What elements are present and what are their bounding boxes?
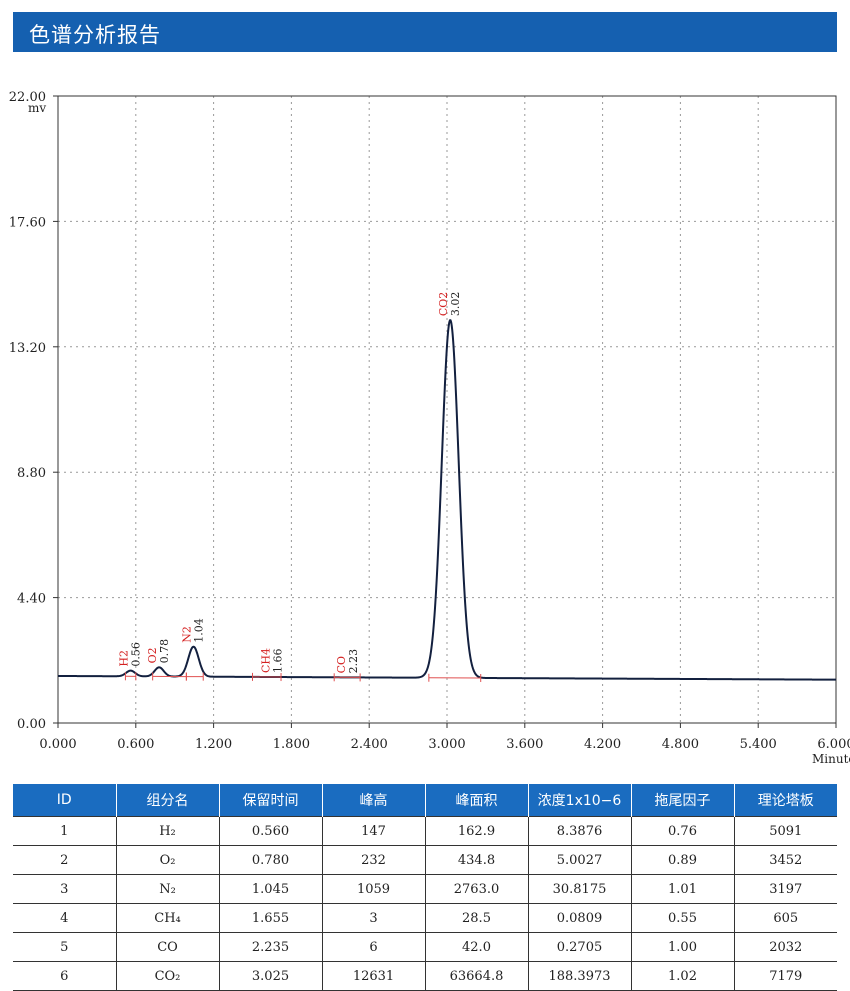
x-tick-label: 6.000 bbox=[817, 737, 850, 752]
x-tick-label: 1.200 bbox=[195, 737, 232, 752]
cell-id: 5 bbox=[13, 932, 116, 962]
peak-retention-label: 1.66 bbox=[272, 648, 285, 673]
x-tick-label: 4.800 bbox=[662, 737, 699, 752]
cell-concentration: 8.3876 bbox=[527, 816, 631, 846]
cell-peak-height: 12631 bbox=[321, 961, 425, 991]
cell-peak-height: 6 bbox=[321, 932, 425, 962]
cell-peak-height: 3 bbox=[321, 903, 425, 933]
col-header-id: ID bbox=[13, 784, 116, 817]
peak-name-label: O2 bbox=[146, 647, 159, 663]
x-tick-label: 3.000 bbox=[428, 737, 465, 752]
peak-retention-label: 3.02 bbox=[449, 292, 462, 317]
x-tick-label: 0.000 bbox=[39, 737, 76, 752]
cell-component: CO bbox=[115, 932, 219, 962]
peak-name-label: CO2 bbox=[437, 292, 450, 316]
cell-peak-area: 162.9 bbox=[424, 816, 528, 846]
x-tick-label: 1.800 bbox=[273, 737, 310, 752]
cell-component: H₂ bbox=[115, 816, 219, 846]
chromatogram-trace bbox=[58, 319, 836, 681]
peak-name-label: CH4 bbox=[260, 648, 273, 673]
cell-peak-area: 2763.0 bbox=[424, 874, 528, 904]
table-row: 4 CH₄ 1.655 3 28.5 0.0809 0.55 605 bbox=[13, 903, 837, 933]
cell-theoretical-plates: 5091 bbox=[733, 816, 837, 846]
cell-concentration: 5.0027 bbox=[527, 845, 631, 875]
col-header-tailing-factor: 拖尾因子 bbox=[630, 784, 734, 817]
y-tick-label: 17.60 bbox=[9, 215, 46, 230]
x-unit-label: Minute bbox=[812, 752, 850, 766]
col-header-concentration: 浓度1x10−6 bbox=[527, 784, 631, 817]
cell-tailing-factor: 1.00 bbox=[630, 932, 734, 962]
x-tick-label: 5.400 bbox=[740, 737, 777, 752]
y-tick-label: 13.20 bbox=[9, 341, 46, 356]
cell-retention-time: 1.045 bbox=[218, 874, 322, 904]
cell-retention-time: 3.025 bbox=[218, 961, 322, 991]
report-title: 色谱分析报告 bbox=[29, 23, 161, 47]
cell-peak-height: 1059 bbox=[321, 874, 425, 904]
cell-concentration: 30.8175 bbox=[527, 874, 631, 904]
cell-id: 2 bbox=[13, 845, 116, 875]
peak-retention-label: 1.04 bbox=[193, 618, 206, 643]
cell-concentration: 188.3973 bbox=[527, 961, 631, 991]
y-tick-label: 8.80 bbox=[17, 466, 46, 481]
cell-peak-height: 232 bbox=[321, 845, 425, 875]
cell-theoretical-plates: 7179 bbox=[733, 961, 837, 991]
chromatogram-chart: 0.000 0.600 1.200 1.800 2.400 3.000 3.600 4.200… bbox=[9, 90, 850, 766]
table-row: 2 O₂ 0.780 232 434.8 5.0027 0.89 3452 bbox=[13, 845, 837, 875]
y-unit-label: mv bbox=[28, 101, 46, 115]
x-tick-label: 0.600 bbox=[117, 737, 154, 752]
x-tick-label: 2.400 bbox=[351, 737, 388, 752]
cell-peak-area: 63664.8 bbox=[424, 961, 528, 991]
peak-retention-label: 0.56 bbox=[130, 642, 143, 667]
col-header-peak-height: 峰高 bbox=[321, 784, 425, 817]
peak-name-label: N2 bbox=[181, 626, 194, 643]
cell-component: CO₂ bbox=[115, 961, 219, 991]
cell-theoretical-plates: 3197 bbox=[733, 874, 837, 904]
cell-component: N₂ bbox=[115, 874, 219, 904]
cell-component: CH₄ bbox=[115, 903, 219, 933]
cell-id: 4 bbox=[13, 903, 116, 933]
cell-tailing-factor: 0.55 bbox=[630, 903, 734, 933]
x-tick-label: 4.200 bbox=[584, 737, 621, 752]
cell-peak-height: 147 bbox=[321, 816, 425, 846]
cell-tailing-factor: 1.01 bbox=[630, 874, 734, 904]
cell-concentration: 0.2705 bbox=[527, 932, 631, 962]
table-row: 3 N₂ 1.045 1059 2763.0 30.8175 1.01 3197 bbox=[13, 874, 837, 904]
peak-name-label: CO bbox=[335, 656, 348, 673]
col-header-component: 组分名 bbox=[115, 784, 219, 817]
y-tick-label: 0.00 bbox=[17, 717, 46, 732]
table-row: 6 CO₂ 3.025 12631 63664.8 188.3973 1.02 7179 bbox=[13, 961, 837, 991]
cell-retention-time: 0.560 bbox=[218, 816, 322, 846]
peak-retention-label: 2.23 bbox=[347, 649, 360, 674]
x-tick-label: 3.600 bbox=[506, 737, 543, 752]
table-header-row: ID 组分名 保留时间 峰高 峰面积 浓度1x10−6 拖尾因子 理论塔板 bbox=[13, 784, 837, 817]
peak-retention-label: 0.78 bbox=[158, 639, 171, 664]
cell-peak-area: 42.0 bbox=[424, 932, 528, 962]
cell-theoretical-plates: 605 bbox=[733, 903, 837, 933]
cell-theoretical-plates: 3452 bbox=[733, 845, 837, 875]
cell-peak-area: 28.5 bbox=[424, 903, 528, 933]
col-header-retention-time: 保留时间 bbox=[218, 784, 322, 817]
col-header-theoretical-plates: 理论塔板 bbox=[733, 784, 837, 817]
y-tick-label: 22.00 bbox=[9, 90, 46, 105]
cell-theoretical-plates: 2032 bbox=[733, 932, 837, 962]
cell-concentration: 0.0809 bbox=[527, 903, 631, 933]
cell-component: O₂ bbox=[115, 845, 219, 875]
table-row: 5 CO 2.235 6 42.0 0.2705 1.00 2032 bbox=[13, 932, 837, 962]
cell-id: 3 bbox=[13, 874, 116, 904]
cell-retention-time: 2.235 bbox=[218, 932, 322, 962]
cell-retention-time: 0.780 bbox=[218, 845, 322, 875]
cell-id: 1 bbox=[13, 816, 116, 846]
cell-id: 6 bbox=[13, 961, 116, 991]
report-header-banner: 色谱分析报告 bbox=[13, 12, 837, 52]
col-header-peak-area: 峰面积 bbox=[424, 784, 528, 817]
table-row: 1 H₂ 0.560 147 162.9 8.3876 0.76 5091 bbox=[13, 816, 837, 846]
cell-tailing-factor: 1.02 bbox=[630, 961, 734, 991]
cell-peak-area: 434.8 bbox=[424, 845, 528, 875]
peak-name-label: H2 bbox=[118, 650, 131, 667]
y-tick-label: 4.40 bbox=[17, 592, 46, 607]
cell-tailing-factor: 0.76 bbox=[630, 816, 734, 846]
cell-tailing-factor: 0.89 bbox=[630, 845, 734, 875]
cell-retention-time: 1.655 bbox=[218, 903, 322, 933]
